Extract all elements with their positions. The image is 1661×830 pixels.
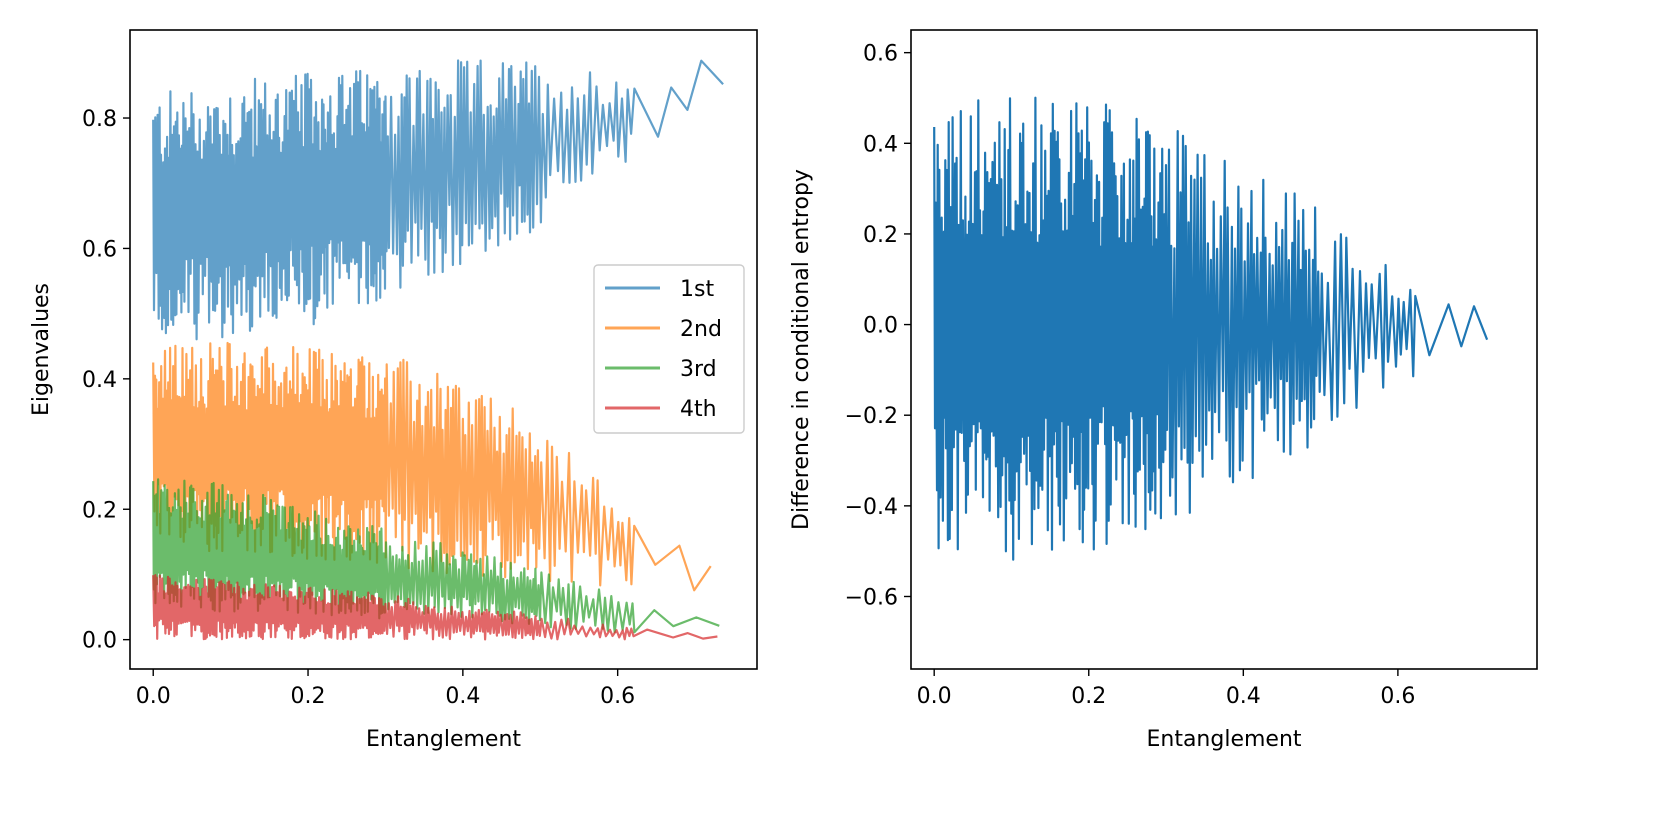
right-x-tick-label: 0.4	[1226, 684, 1261, 709]
left-x-tick-label: 0.6	[600, 684, 635, 709]
right-y-tick-label: 0.6	[863, 42, 898, 67]
right-y-tick-label: −0.6	[845, 585, 898, 610]
legend: 1st 2nd 3rd 4th	[593, 264, 745, 434]
right-y-tick-label: 0.2	[863, 223, 898, 248]
legend-label-2nd: 2nd	[680, 317, 722, 342]
left-y-tick-label: 0.6	[82, 237, 117, 262]
left-axes-frame	[129, 29, 758, 670]
left-y-tick-label: 0.2	[82, 498, 117, 523]
right-y-tick-label: 0.0	[863, 314, 898, 339]
right-y-tick-label: −0.2	[845, 404, 898, 429]
legend-label-3rd: 3rd	[680, 357, 717, 382]
left-y-axis-label: Eigenvalues	[29, 283, 54, 416]
right-y-tick-label: 0.4	[863, 132, 898, 157]
left-x-tick-label: 0.4	[445, 684, 480, 709]
left-y-tick-label: 0.8	[82, 107, 117, 132]
right-axes-frame	[910, 29, 1538, 670]
left-x-tick-label: 0.2	[291, 684, 326, 709]
conditional-entropy-chart: 0.0 0.2 0.4 0.6 −0.6 −0.4 −0.2 0.0 0.2 0.4 0.6 Enta…	[789, 29, 1538, 752]
right-x-tick-label: 0.0	[917, 684, 952, 709]
left-x-axis-label: Entanglement	[366, 727, 521, 752]
left-x-tick-label: 0.0	[136, 684, 171, 709]
left-series-3rd	[152, 478, 720, 634]
left-series-4th	[152, 573, 718, 641]
right-x-axis-label: Entanglement	[1146, 727, 1301, 752]
right-x-tick-label: 0.2	[1071, 684, 1106, 709]
right-x-tick-label: 0.6	[1380, 684, 1415, 709]
eigenvalues-chart: 0.0 0.2 0.4 0.6 0.0 0.2 0.4 0.6 0.8 Entanglement E…	[29, 29, 758, 752]
left-y-tick-label: 0.0	[82, 629, 117, 654]
legend-label-4th: 4th	[680, 397, 717, 422]
right-y-tick-label: −0.4	[845, 495, 898, 520]
left-series-1st	[152, 59, 724, 341]
legend-label-1st: 1st	[680, 277, 714, 302]
right-series-difference	[933, 96, 1489, 561]
left-y-tick-label: 0.4	[82, 368, 117, 393]
right-y-axis-label: Difference in conditional entropy	[789, 169, 814, 530]
left-series-2nd	[152, 341, 712, 592]
legend-box	[593, 264, 745, 434]
